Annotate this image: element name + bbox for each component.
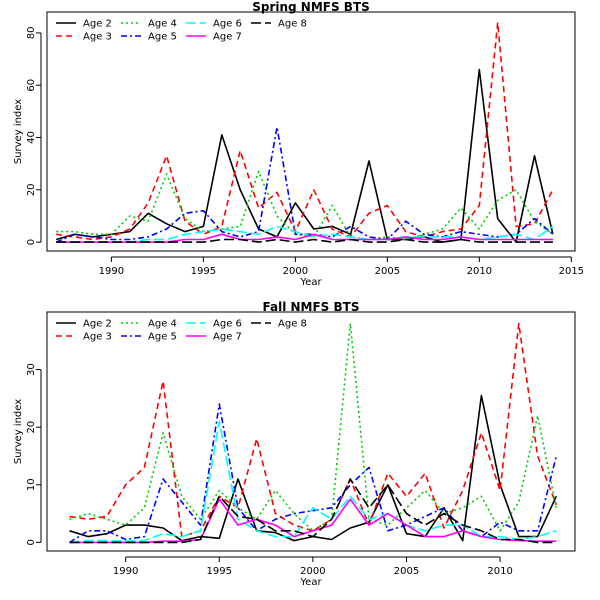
x-tick-label: 2000 bbox=[300, 566, 325, 577]
legend-label: Age 3 bbox=[83, 32, 112, 43]
series-line-age-5 bbox=[55, 126, 554, 243]
legend-label: Age 2 bbox=[83, 319, 112, 330]
legend-label: Age 8 bbox=[278, 319, 307, 330]
series-line-age-2 bbox=[69, 394, 558, 542]
series-line-age-3 bbox=[69, 322, 558, 538]
x-tick-label: 2000 bbox=[283, 266, 308, 277]
series-lines bbox=[55, 21, 554, 243]
plot-frame bbox=[46, 311, 576, 552]
legend-label: Age 4 bbox=[148, 319, 177, 330]
y-tick-label: 20 bbox=[26, 421, 37, 434]
series-line-age-4 bbox=[56, 170, 554, 241]
x-tick-label: 2005 bbox=[375, 266, 400, 277]
legend-label: Age 6 bbox=[213, 19, 242, 30]
x-tick-label: 2015 bbox=[559, 266, 584, 277]
x-tick-label: 2005 bbox=[394, 566, 419, 577]
series-line-age-3 bbox=[56, 21, 554, 241]
x-tick-label: 1990 bbox=[99, 266, 124, 277]
series-line-age-6 bbox=[56, 225, 554, 243]
y-tick-label: 20 bbox=[26, 183, 37, 196]
series-lines bbox=[69, 322, 558, 544]
series-line-age-7 bbox=[56, 233, 553, 243]
y-tick-label: 30 bbox=[26, 363, 37, 376]
x-tick-label: 1995 bbox=[191, 266, 216, 277]
y-tick-label: 0 bbox=[26, 539, 37, 545]
y-tick-label: 80 bbox=[26, 27, 37, 40]
y-axis-title: Survey index bbox=[13, 99, 24, 164]
series-line-age-7 bbox=[69, 498, 557, 544]
series-line-age-5 bbox=[69, 403, 558, 544]
y-tick-label: 0 bbox=[26, 239, 37, 245]
chart-title: Spring NMFS BTS bbox=[252, 0, 370, 14]
y-tick-label: 10 bbox=[26, 478, 37, 491]
legend-label: Age 6 bbox=[213, 319, 242, 330]
plot-frame bbox=[46, 11, 576, 252]
x-tick-label: 1990 bbox=[113, 566, 138, 577]
x-axis-title: Year bbox=[299, 277, 322, 288]
legend-label: Age 4 bbox=[148, 19, 177, 30]
panel-fall: 1990 1995 2000 2005 2010 0 10 20 30 Fall NMFS BTS… bbox=[13, 300, 576, 588]
y-axis-title: Survey index bbox=[13, 399, 24, 464]
y-tick-label: 60 bbox=[26, 79, 37, 92]
legend-label: Age 5 bbox=[148, 332, 177, 343]
series-line-age-6 bbox=[69, 420, 557, 544]
panel-spring: 1990 1995 2000 2005 2010 2015 0 20 40 60 80 Spring … bbox=[13, 0, 584, 288]
x-axis-title: Year bbox=[299, 577, 322, 588]
series-line-age-8 bbox=[69, 478, 557, 544]
legend-label: Age 7 bbox=[213, 332, 242, 343]
chart-title: Fall NMFS BTS bbox=[263, 300, 360, 314]
legend-label: Age 5 bbox=[148, 32, 177, 43]
legend-label: Age 3 bbox=[83, 332, 112, 343]
x-tick-label: 2010 bbox=[487, 566, 512, 577]
series-line-age-4 bbox=[69, 322, 558, 532]
legend-label: Age 2 bbox=[83, 19, 112, 30]
legend-label: Age 8 bbox=[278, 19, 307, 30]
legend-label: Age 7 bbox=[213, 32, 242, 43]
y-tick-label: 40 bbox=[26, 131, 37, 144]
x-tick-label: 2010 bbox=[467, 266, 492, 277]
series-line-age-2 bbox=[55, 68, 554, 243]
x-tick-label: 1995 bbox=[207, 566, 232, 577]
